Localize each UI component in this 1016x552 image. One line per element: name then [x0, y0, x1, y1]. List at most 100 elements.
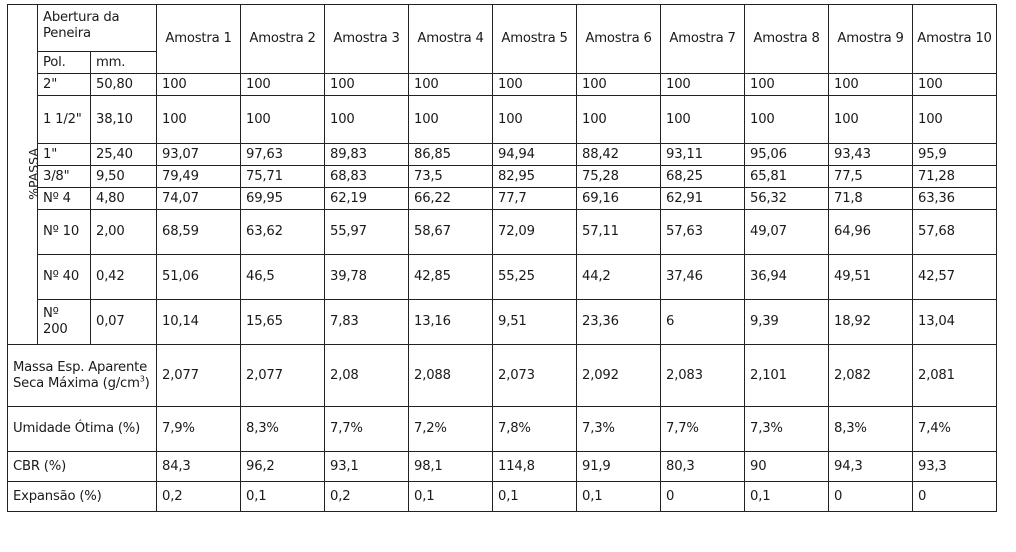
amostra-header: Amostra 1 [156, 4, 242, 74]
property-value: 0 [912, 481, 998, 512]
passing-value: 42,85 [408, 254, 494, 300]
sieve-pol: 2" [37, 73, 91, 96]
property-label-text: Expansão (%) [13, 488, 102, 504]
property-label-text: Umidade Ótima (%) [13, 421, 141, 436]
table-body: %PASSA Abertura da Peneira Amostra 1 Amo… [6, 4, 998, 512]
property-value: 2,082 [828, 344, 914, 407]
passing-value: 13,16 [408, 299, 494, 345]
passing-value: 63,62 [240, 209, 326, 255]
property-value: 2,101 [744, 344, 830, 407]
property-label-text: CBR (%) [13, 458, 67, 474]
property-value: 90 [744, 451, 830, 482]
sieve-mm: 0,07 [89, 299, 158, 345]
property-value: 2,088 [408, 344, 494, 407]
passing-value: 10,14 [156, 299, 242, 345]
passing-value: 36,94 [744, 254, 830, 300]
passing-value: 15,65 [240, 299, 326, 345]
passing-value: 100 [828, 73, 914, 96]
property-value: 7,9% [156, 406, 242, 452]
sieve-mm: 4,80 [89, 187, 158, 210]
passing-value: 42,57 [912, 254, 998, 300]
amostra-header: Amostra 3 [324, 4, 410, 74]
sieve-mm: 0,42 [89, 254, 158, 300]
sieve-row: 2" 50,80 100 100 100 100 100 100 100 100 100 100 [8, 73, 998, 96]
sieve-pol: 3/8" [37, 165, 91, 188]
passing-value: 6 [660, 299, 746, 345]
sieve-mm: 9,50 [89, 165, 158, 188]
passing-value: 77,7 [492, 187, 578, 210]
sieve-mm: 50,80 [89, 73, 158, 96]
property-label: Umidade Ótima (%) [6, 406, 158, 452]
property-value: 7,7% [324, 406, 410, 452]
passa-label: %PASSA [25, 148, 38, 200]
passing-value: 62,91 [660, 187, 746, 210]
passing-value: 49,07 [744, 209, 830, 255]
passing-value: 86,85 [408, 143, 494, 166]
passing-value: 100 [240, 95, 326, 144]
property-row: Massa Esp. Aparente Seca Máxima (g/cm3) 2… [6, 344, 998, 407]
property-row: CBR (%) 84,3 96,2 93,1 98,1 114,8 91,9 80,3 90 94… [6, 451, 998, 482]
property-row: Umidade Ótima (%) 7,9% 8,3% 7,7% 7,2% 7,8% 7,3… [6, 406, 998, 452]
property-value: 91,9 [576, 451, 662, 482]
passing-value: 37,46 [660, 254, 746, 300]
property-value: 0,1 [744, 481, 830, 512]
passing-value: 100 [492, 95, 578, 144]
passing-value: 55,97 [324, 209, 410, 255]
sieve-row: Nº 200 0,07 10,14 15,65 7,83 13,16 9,51 23,36 6 9… [8, 299, 998, 345]
passing-value: 75,28 [576, 165, 662, 188]
amostra-header: Amostra 10 [912, 4, 998, 74]
passing-value: 71,8 [828, 187, 914, 210]
passing-value: 100 [408, 73, 494, 96]
property-value: 0,1 [492, 481, 578, 512]
passing-value: 77,5 [828, 165, 914, 188]
property-value: 0 [828, 481, 914, 512]
property-value: 0,2 [324, 481, 410, 512]
sieve-pol: 1" [37, 143, 91, 166]
amostra-header: Amostra 2 [240, 4, 326, 74]
passing-value: 68,25 [660, 165, 746, 188]
property-value: 98,1 [408, 451, 494, 482]
passing-value: 57,68 [912, 209, 998, 255]
passing-value: 100 [324, 95, 410, 144]
sieve-pol: Nº 40 [37, 254, 91, 300]
sieve-row: Nº 10 2,00 68,59 63,62 55,97 58,67 72,09 57,11 5… [8, 209, 998, 255]
passing-value: 100 [744, 73, 830, 96]
passa-label-cell: %PASSA [7, 4, 38, 345]
passing-value: 82,95 [492, 165, 578, 188]
sieve-mm: 2,00 [89, 209, 158, 255]
passing-value: 63,36 [912, 187, 998, 210]
property-label: Expansão (%) [6, 481, 158, 512]
property-value: 7,3% [744, 406, 830, 452]
sieve-pol: Nº 200 [37, 299, 91, 345]
passing-value: 69,95 [240, 187, 326, 210]
sieve-row: Nº 4 4,80 74,07 69,95 62,19 66,22 77,7 69,16 62,… [8, 187, 998, 210]
property-value: 2,081 [912, 344, 998, 407]
passing-value: 93,07 [156, 143, 242, 166]
passing-value: 93,43 [828, 143, 914, 166]
passing-value: 100 [240, 73, 326, 96]
passing-value: 49,51 [828, 254, 914, 300]
passing-value: 100 [408, 95, 494, 144]
property-value: 2,073 [492, 344, 578, 407]
sieve-mm: 38,10 [89, 95, 158, 144]
passing-value: 44,2 [576, 254, 662, 300]
passing-value: 68,59 [156, 209, 242, 255]
property-label-text: Massa Esp. Aparente Seca Máxima (g/cm [13, 359, 147, 391]
property-value: 2,08 [324, 344, 410, 407]
passing-value: 95,9 [912, 143, 998, 166]
passing-value: 7,83 [324, 299, 410, 345]
property-row: Expansão (%) 0,2 0,1 0,2 0,1 0,1 0,1 0 0,1 0 0 [6, 481, 998, 512]
property-value: 7,8% [492, 406, 578, 452]
property-label: CBR (%) [6, 451, 158, 482]
property-value: 7,2% [408, 406, 494, 452]
passing-value: 97,63 [240, 143, 326, 166]
passing-value: 71,28 [912, 165, 998, 188]
passing-value: 100 [492, 73, 578, 96]
passing-value: 18,92 [828, 299, 914, 345]
sieve-mm: 25,40 [89, 143, 158, 166]
property-value: 0,1 [576, 481, 662, 512]
passing-value: 100 [912, 95, 998, 144]
passing-value: 58,67 [408, 209, 494, 255]
passing-value: 73,5 [408, 165, 494, 188]
abertura-header: Abertura da Peneira [36, 4, 158, 52]
